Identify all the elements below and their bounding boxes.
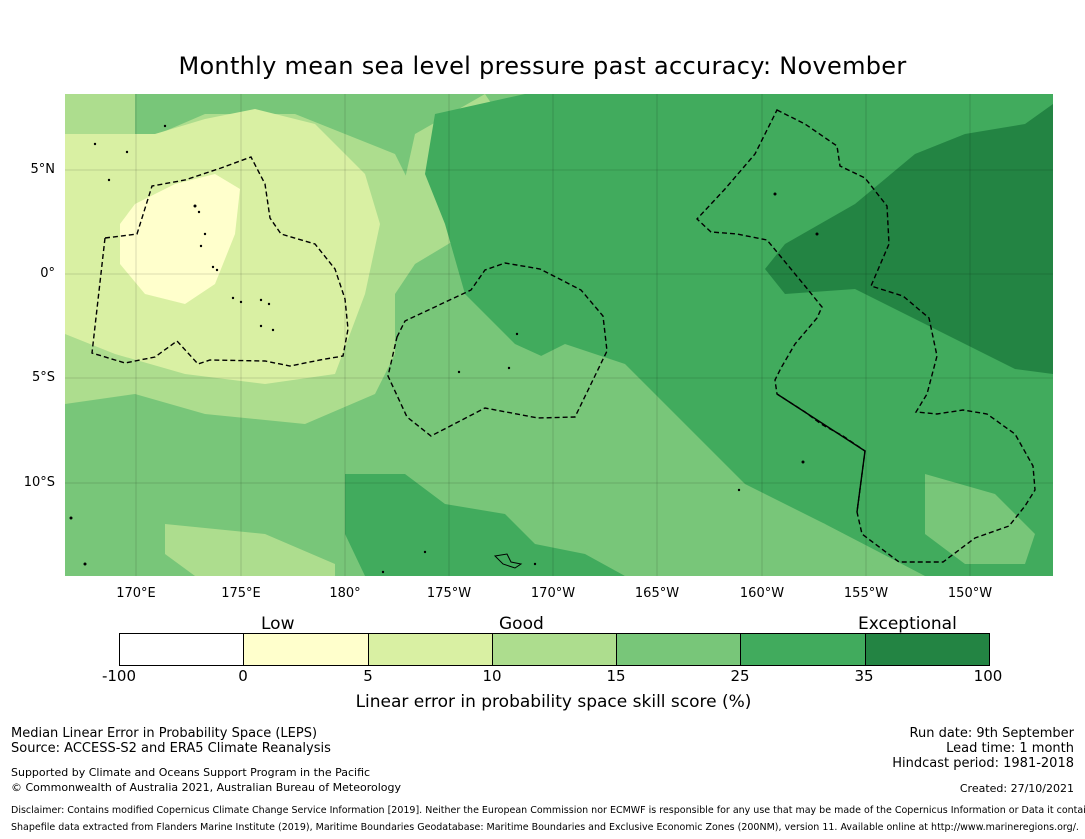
colorbar-category-low: Low [261,614,295,634]
colorbar-tick: 35 [854,667,874,685]
field-10-15-south [165,524,335,576]
colorbar-label: Linear error in probability space skill … [355,692,752,712]
eez-boundary-east [696,109,1036,563]
eez-boundary-central [387,262,608,437]
lon-label: 160°W [739,586,785,601]
colorbar-segment [741,634,866,665]
lon-label: 165°W [634,586,680,601]
footer-source: Source: ACCESS-S2 and ERA5 Climate Reana… [11,741,331,756]
field-0-5 [120,174,240,304]
footer-hindcast: Hindcast period: 1981-2018 [892,756,1074,771]
footer-lead-time: Lead time: 1 month [946,741,1074,756]
lon-label: 155°W [843,586,889,601]
islands [69,124,819,574]
colorbar-category-good: Good [499,614,544,634]
skill-map-svg [65,94,1053,576]
colorbar-tick: 25 [730,667,750,685]
field-15-25-se [925,474,1035,564]
lon-label: 170°E [116,586,156,601]
footer-run-date: Run date: 9th September [909,726,1074,741]
lat-label: 5°S [31,370,55,385]
colorbar [119,633,990,666]
footer-method: Median Linear Error in Probability Space… [11,726,318,741]
field-35-100 [765,104,1053,374]
lat-label: 10°S [23,475,55,490]
samoa-islands [493,553,523,569]
lat-label: 0° [40,266,55,281]
lon-label: 180° [329,586,361,601]
colorbar-segment [244,634,369,665]
lon-label: 150°W [947,586,993,601]
lon-label: 175°W [426,586,472,601]
footer-support: Supported by Climate and Oceans Support … [11,766,371,779]
colorbar-tick: 100 [973,667,1003,685]
colorbar-tick: 5 [363,667,373,685]
footer-shapefile: Shapefile data extracted from Flanders M… [11,822,1079,833]
colorbar-segment [120,634,245,665]
colorbar-tick: -100 [101,667,137,685]
footer-disclaimer: Disclaimer: Contains modified Copernicus… [11,805,1085,816]
eez-boundary-west [91,156,349,367]
footer-created: Created: 27/10/2021 [959,782,1074,795]
colorbar-tick: 0 [238,667,248,685]
colorbar-tick: 10 [482,667,502,685]
colorbar-segment [865,634,989,665]
field-25-35-south [345,474,625,576]
map-title: Monthly mean sea level pressure past acc… [178,52,907,80]
field-15-25-central [385,344,885,576]
colorbar-tick: 15 [606,667,626,685]
colorbar-segment [492,634,618,665]
colorbar-category-exceptional: Exceptional [858,614,957,634]
colorbar-segment [617,634,742,665]
skill-map [65,94,1053,576]
lon-label: 175°E [221,586,261,601]
lat-label: 5°N [30,162,56,177]
footer-copyright: © Commonwealth of Australia 2021, Austra… [11,781,401,794]
colorbar-segment [368,634,493,665]
eez-boundary-solid [776,393,866,513]
graticule [65,94,1053,576]
lon-label: 170°W [530,586,576,601]
